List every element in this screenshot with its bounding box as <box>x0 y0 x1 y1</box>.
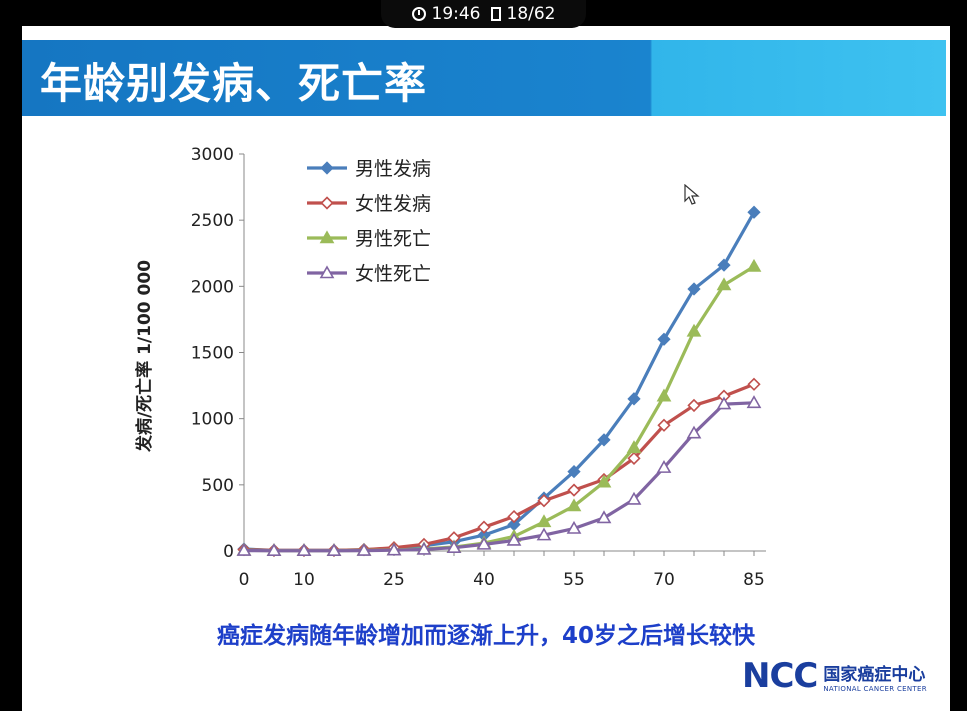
legend-label: 女性发病 <box>355 193 431 215</box>
data-point <box>477 520 491 534</box>
data-point <box>746 395 762 409</box>
data-point <box>656 388 672 402</box>
data-point <box>476 536 492 550</box>
page-icon <box>490 7 501 21</box>
data-point <box>319 230 335 244</box>
data-point <box>566 498 582 512</box>
data-point <box>319 265 335 279</box>
data-point <box>687 282 701 296</box>
legend-label: 男性发病 <box>355 158 431 180</box>
data-point <box>596 510 612 524</box>
logo-mark: NCC <box>742 656 818 696</box>
data-point <box>536 514 552 528</box>
data-point <box>626 440 642 454</box>
series-4 <box>236 395 762 557</box>
data-point <box>506 532 522 546</box>
series-line <box>243 401 755 553</box>
data-point <box>296 543 312 557</box>
data-point <box>446 540 462 553</box>
legend-item-2: 女性发病 <box>307 193 431 215</box>
data-point <box>686 425 702 439</box>
x-tick-label: 70 <box>653 570 675 590</box>
status-page: 18/62 <box>506 4 556 24</box>
logo-cn: 国家癌症中心 <box>823 664 926 685</box>
logo-en: NATIONAL CANCER CENTER <box>823 684 927 693</box>
line-chart: 0 500 1000 1500 2000 2500 3000 0 10 25 40 55 70 85 发病/… <box>134 145 766 590</box>
data-point <box>320 161 334 175</box>
slide-title: 年龄别发病、死亡率 <box>40 59 428 108</box>
x-tick-label: 25 <box>383 570 405 590</box>
title-bar: 年龄别发病、死亡率 <box>22 40 946 116</box>
data-point <box>566 520 582 534</box>
data-point <box>356 542 372 556</box>
data-point <box>266 543 282 557</box>
y-tick-label: 2500 <box>191 211 234 231</box>
data-point <box>596 474 612 488</box>
y-tick-label: 2000 <box>191 277 234 297</box>
data-point <box>686 323 702 337</box>
mouse-cursor-icon <box>684 184 700 205</box>
series-1 <box>237 205 761 557</box>
x-tick-label: 10 <box>293 570 315 590</box>
data-point <box>507 509 521 524</box>
logo-text: 国家癌症中心 NATIONAL CANCER CENTER <box>823 660 927 693</box>
status-bar: 19:46 18/62 <box>381 0 586 28</box>
x-tick-label: 55 <box>563 570 585 590</box>
series-3 <box>236 258 762 556</box>
data-point <box>320 196 334 210</box>
y-tick-label: 1500 <box>191 344 234 364</box>
slide-caption: 癌症发病随年龄增加而逐渐上升，40岁之后增长较快 <box>216 623 755 649</box>
y-axis-label: 发病/死亡率 1/100 000 <box>134 260 155 453</box>
series-line <box>243 265 755 553</box>
x-tick-label: 0 <box>239 570 250 590</box>
ncc-logo: NCC 国家癌症中心 NATIONAL CANCER CENTER <box>742 656 927 696</box>
data-point <box>537 494 551 508</box>
data-point <box>657 332 671 346</box>
data-point <box>626 491 642 505</box>
series-line <box>243 382 755 552</box>
y-tick-label: 500 <box>202 476 234 496</box>
legend-item-4: 女性死亡 <box>307 263 431 285</box>
y-tick-label: 1000 <box>191 410 234 430</box>
legend-label: 男性死亡 <box>355 228 431 250</box>
x-tick-label: 85 <box>743 570 765 590</box>
y-tick-label: 3000 <box>191 145 234 165</box>
logo-mark-text: NCC <box>742 656 818 696</box>
x-tick-label: 40 <box>473 570 495 590</box>
data-point <box>687 398 701 413</box>
data-point <box>597 433 611 447</box>
status-time: 19:46 <box>431 4 481 24</box>
series-line <box>243 211 756 552</box>
data-point <box>567 483 581 497</box>
slide: 年龄别发病、死亡率 0 500 1000 1500 2000 2500 3000 0 10 25 4… <box>22 26 950 711</box>
data-point <box>326 543 342 557</box>
data-point <box>656 460 672 473</box>
y-tick-label: 0 <box>223 542 234 562</box>
data-point <box>747 377 761 391</box>
data-point <box>236 542 252 556</box>
legend-item-3: 男性死亡 <box>307 228 431 250</box>
data-point <box>627 451 641 465</box>
data-point <box>747 205 761 219</box>
data-point <box>416 541 432 555</box>
data-point <box>716 277 732 291</box>
data-point <box>627 392 641 406</box>
data-point <box>716 396 732 410</box>
data-point <box>717 258 731 272</box>
data-point <box>386 542 402 556</box>
data-point <box>567 464 581 479</box>
legend-label: 女性死亡 <box>355 263 431 285</box>
data-point <box>536 527 552 541</box>
legend-item-1: 男性发病 <box>307 158 431 180</box>
data-point <box>746 258 762 272</box>
clock-icon <box>411 7 426 21</box>
data-point <box>657 418 671 432</box>
